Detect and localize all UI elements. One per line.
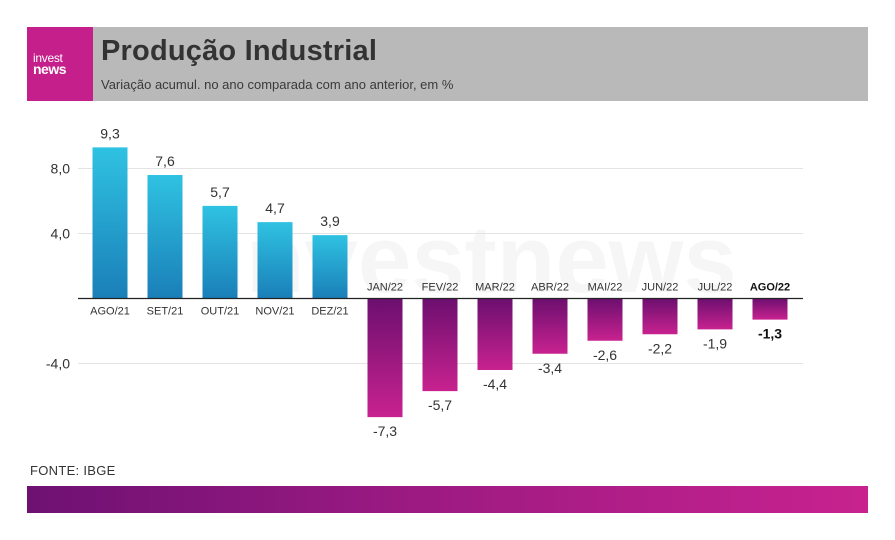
value-label: 7,6 — [155, 153, 175, 169]
logo-text-news: news — [33, 61, 67, 77]
category-label: JAN/22 — [367, 282, 403, 294]
bar — [587, 298, 623, 341]
value-label: 3,9 — [320, 213, 340, 229]
bar — [92, 147, 128, 299]
value-label: 4,7 — [265, 200, 285, 216]
value-label: -2,6 — [593, 347, 617, 363]
value-label: -2,2 — [648, 340, 672, 356]
category-label: DEZ/21 — [311, 306, 348, 318]
footer-gradient-bar — [27, 486, 868, 513]
category-label: JUL/22 — [698, 282, 733, 294]
watermark: investnews — [219, 206, 737, 313]
bar — [202, 205, 238, 299]
investnews-logo: invest news — [27, 27, 93, 101]
category-label: AGO/21 — [90, 306, 130, 318]
value-label: -7,3 — [373, 423, 397, 439]
value-label: 9,3 — [100, 125, 120, 141]
chart-title: Produção Industrial — [101, 35, 378, 67]
bar — [257, 222, 293, 299]
logo-text-invest: invest — [33, 51, 63, 65]
bar — [697, 298, 733, 330]
value-label: 5,7 — [210, 184, 230, 200]
category-label: NOV/21 — [255, 306, 294, 318]
value-label: -1,9 — [703, 335, 727, 351]
category-label: OUT/21 — [201, 306, 240, 318]
y-tick-label: -4,0 — [46, 356, 70, 372]
category-label: SET/21 — [147, 306, 184, 318]
bar — [147, 175, 183, 299]
value-label: -1,3 — [758, 326, 782, 342]
bar — [367, 298, 403, 418]
category-label: ABR/22 — [531, 282, 569, 294]
category-label: MAR/22 — [475, 282, 515, 294]
category-label: JUN/22 — [642, 282, 679, 294]
category-label: FEV/22 — [422, 282, 459, 294]
bar — [642, 298, 678, 335]
bar — [532, 298, 568, 354]
bar-labels: AGO/21 9,3 SET/21 7,6 OUT/21 5,7 NOV/21 4,7 DEZ/… — [90, 125, 790, 439]
category-label: MAI/22 — [588, 282, 623, 294]
bar — [312, 235, 348, 299]
value-label: -4,4 — [483, 376, 507, 392]
category-label: AGO/22 — [750, 282, 790, 294]
source-note: FONTE: IBGE — [30, 463, 116, 478]
y-tick-label: 4,0 — [51, 226, 71, 242]
chart-subtitle: Variação acumul. no ano comparada com an… — [101, 77, 454, 92]
bar — [422, 298, 458, 392]
bar — [477, 298, 513, 370]
value-label: -5,7 — [428, 397, 452, 413]
bars — [92, 147, 788, 418]
value-label: -3,4 — [538, 360, 562, 376]
bar — [752, 298, 788, 320]
header-banner: invest news Produção Industrial Variação… — [27, 27, 868, 101]
y-axis-ticks: 8,0 4,0 -4,0 — [46, 161, 70, 372]
y-tick-label: 8,0 — [51, 161, 71, 177]
